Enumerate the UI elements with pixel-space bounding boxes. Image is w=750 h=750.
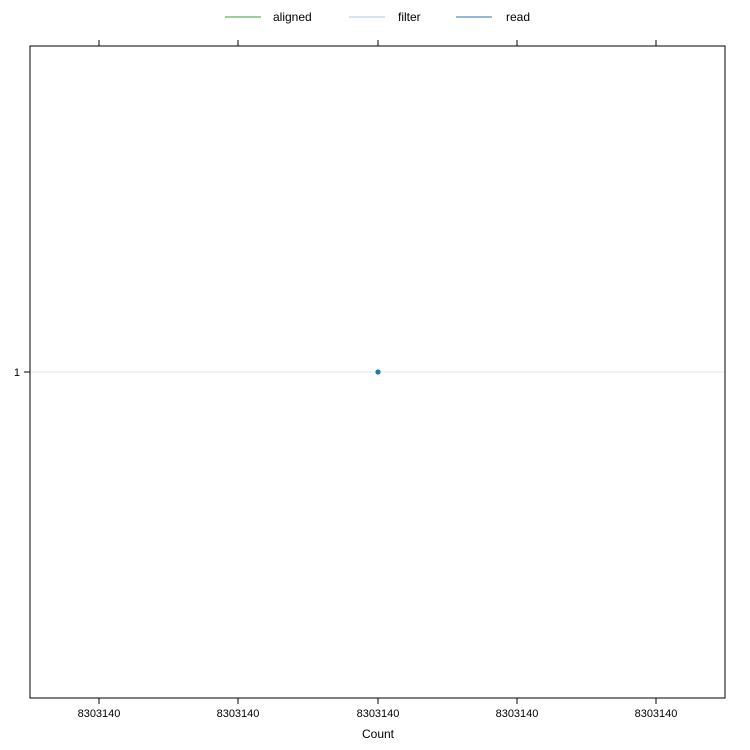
legend-entry-read: read	[456, 10, 530, 24]
x-axis-title: Count	[362, 727, 395, 741]
x-ticks-bottom	[98, 698, 657, 704]
x-tick-label-4: 8303140	[635, 708, 678, 720]
x-ticks-top	[98, 40, 657, 46]
x-tick-label-2: 8303140	[357, 708, 400, 720]
legend: aligned filter read	[225, 10, 530, 24]
x-tick-label-1: 8303140	[217, 708, 260, 720]
legend-label-read: read	[506, 10, 530, 24]
legend-label-filter: filter	[398, 10, 421, 24]
x-tick-labels: 8303140 8303140 8303140 8303140 8303140	[78, 708, 678, 720]
legend-entry-aligned: aligned	[225, 10, 312, 24]
data-points	[375, 369, 381, 375]
x-tick-label-3: 8303140	[496, 708, 539, 720]
y-tick-label-1: 1	[14, 367, 20, 379]
point-read-0	[375, 369, 381, 375]
x-tick-label-0: 8303140	[78, 708, 121, 720]
legend-entry-filter: filter	[349, 10, 421, 24]
legend-label-aligned: aligned	[273, 10, 312, 24]
